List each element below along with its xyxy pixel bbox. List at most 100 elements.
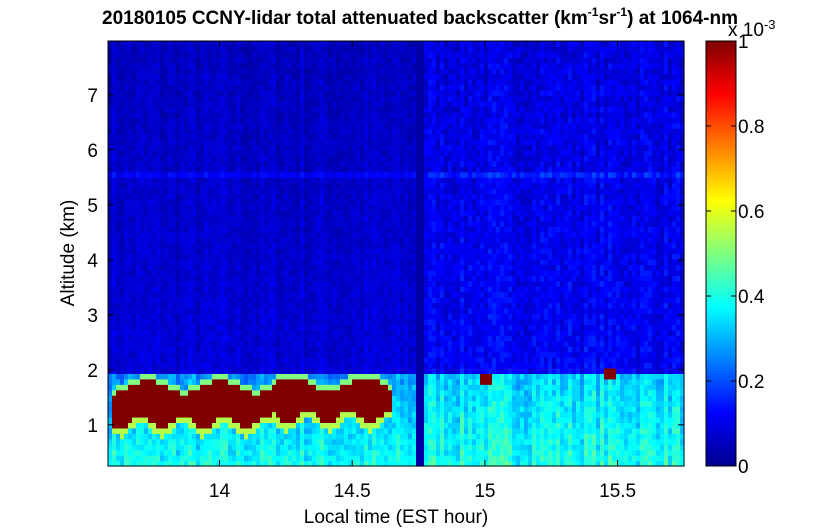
heatmap-cell: [340, 46, 345, 53]
heatmap-cell: [248, 438, 253, 445]
heatmap-cell: [332, 340, 337, 347]
heatmap-cell: [228, 46, 233, 53]
heatmap-cell: [208, 384, 213, 391]
heatmap-cell: [356, 455, 361, 462]
heatmap-cell: [336, 384, 341, 391]
heatmap-cell: [332, 422, 337, 429]
heatmap-cell: [296, 73, 301, 80]
heatmap-cell: [304, 220, 309, 227]
heatmap-cell: [356, 286, 361, 293]
heatmap-cell: [316, 226, 321, 233]
heatmap-cell: [312, 406, 317, 413]
heatmap-cell: [204, 373, 209, 380]
heatmap-cell: [284, 242, 289, 249]
heatmap-cell: [240, 139, 245, 146]
heatmap-cell: [212, 122, 217, 129]
heatmap-cell: [224, 182, 229, 189]
heatmap-cell: [348, 204, 353, 211]
heatmap-cell: [216, 362, 221, 369]
heatmap-cell: [140, 302, 145, 309]
heatmap-cell: [224, 144, 229, 151]
heatmap-cell: [312, 57, 317, 64]
heatmap-cell: [216, 313, 221, 320]
heatmap-cell: [268, 73, 273, 80]
heatmap-cell: [328, 111, 333, 118]
heatmap-cell: [128, 100, 133, 107]
heatmap-cell: [328, 444, 333, 451]
heatmap-cell: [216, 411, 221, 418]
heatmap-cell: [276, 144, 281, 151]
heatmap-cell: [236, 193, 241, 200]
heatmap-cell: [216, 460, 221, 467]
heatmap-cell: [364, 460, 369, 467]
heatmap-cell: [260, 242, 265, 249]
heatmap-cell: [192, 41, 197, 48]
heatmap-cell: [284, 100, 289, 107]
heatmap-cell: [160, 258, 165, 265]
heatmap-cell: [216, 357, 221, 364]
heatmap-cell: [348, 237, 353, 244]
heatmap-cell: [172, 253, 177, 260]
heatmap-cell: [216, 378, 221, 385]
heatmap-cell: [176, 384, 181, 391]
heatmap-cell: [144, 177, 149, 184]
heatmap-cell: [132, 427, 137, 434]
heatmap-cell: [348, 313, 353, 320]
heatmap-cell: [280, 166, 285, 173]
heatmap-cell: [312, 209, 317, 216]
heatmap-cell: [132, 258, 137, 265]
heatmap-cell: [260, 144, 265, 151]
heatmap-cell: [112, 160, 117, 167]
heatmap-cell: [244, 324, 249, 331]
heatmap-cell: [152, 193, 157, 200]
heatmap-cell: [208, 128, 213, 135]
heatmap-cell: [260, 106, 265, 113]
heatmap-cell: [132, 117, 137, 124]
heatmap-cell: [268, 128, 273, 135]
heatmap-cell: [324, 373, 329, 380]
heatmap-cell: [320, 335, 325, 342]
heatmap-cell: [152, 242, 157, 249]
heatmap-cell: [220, 318, 225, 325]
heatmap-cell: [348, 444, 353, 451]
heatmap-cell: [180, 177, 185, 184]
heatmap-cell: [116, 373, 121, 380]
heatmap-cell: [120, 122, 125, 129]
heatmap-cell: [140, 340, 145, 347]
heatmap-cell: [360, 329, 365, 336]
heatmap-cell: [248, 449, 253, 456]
heatmap-cell: [288, 395, 293, 402]
heatmap-cell: [360, 280, 365, 287]
heatmap-cell: [140, 226, 145, 233]
heatmap-cell: [212, 84, 217, 91]
heatmap-cell: [172, 111, 177, 118]
heatmap-cell: [128, 444, 133, 451]
heatmap-cell: [240, 346, 245, 353]
heatmap-cell: [220, 269, 225, 276]
heatmap-cell: [152, 177, 157, 184]
heatmap-cell: [156, 215, 161, 222]
heatmap-cell: [248, 84, 253, 91]
heatmap-cell: [172, 400, 177, 407]
heatmap-cell: [164, 122, 169, 129]
heatmap-cell: [276, 90, 281, 97]
heatmap-cell: [292, 406, 297, 413]
heatmap-cell: [272, 231, 277, 238]
heatmap-cell: [148, 122, 153, 129]
heatmap-cell: [172, 297, 177, 304]
heatmap-cell: [328, 166, 333, 173]
heatmap-cell: [300, 46, 305, 53]
heatmap-cell: [344, 62, 349, 69]
heatmap-cell: [280, 90, 285, 97]
heatmap-cell: [204, 302, 209, 309]
heatmap-cell: [120, 193, 125, 200]
heatmap-cell: [208, 193, 213, 200]
heatmap-cell: [212, 100, 217, 107]
heatmap-cell: [288, 275, 293, 282]
heatmap-cell: [112, 340, 117, 347]
heatmap-cell: [224, 79, 229, 86]
heatmap-cell: [224, 297, 229, 304]
heatmap-cell: [164, 275, 169, 282]
heatmap-cell: [180, 51, 185, 58]
heatmap-cell: [264, 438, 269, 445]
